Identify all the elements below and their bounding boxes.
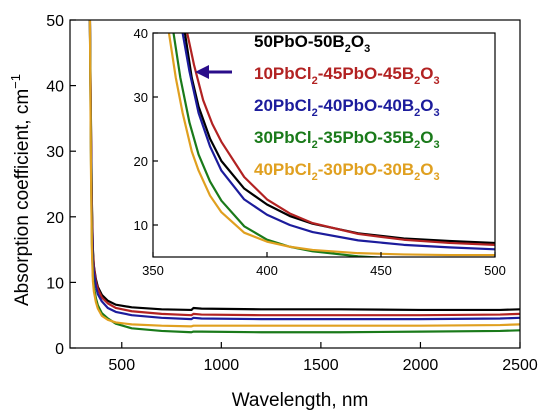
main-y-tick-label: 30 xyxy=(46,144,64,161)
main-plot-frame xyxy=(69,19,521,349)
inset-y-tick-label: 30 xyxy=(134,90,148,105)
main-x-tick-label: 2500 xyxy=(502,357,538,374)
x-axis-title: Wavelength, nm xyxy=(232,390,369,411)
inset-series-line-1 xyxy=(183,33,495,245)
inset-plot-area: 350 400 450 500 10 20 30 40 xyxy=(134,26,506,278)
main-x-tick-label: 2000 xyxy=(403,357,439,374)
inset-series-line-2 xyxy=(186,33,495,246)
legend-entry-3: 20PbCl2-40PbO-40B2O3 xyxy=(254,96,440,119)
legend-entry-5: 40PbCl2-30PbO-30B2O3 xyxy=(254,160,440,183)
main-series-lines xyxy=(88,20,520,334)
legend-entry-1: 50PbO-50B2O3 xyxy=(254,32,370,55)
inset-x-tick-label: 400 xyxy=(256,263,278,278)
inset-x-tick-label: 350 xyxy=(142,263,164,278)
legend-arrow xyxy=(195,65,232,79)
main-plot-area: 500 1000 1500 2000 2500 0 10 20 30 40 50 xyxy=(46,13,538,374)
legend-entry-2: 10PbCl2-45PbO-45B2O3 xyxy=(254,64,440,87)
main-y-tick-label: 50 xyxy=(46,13,64,30)
main-series-line-5 xyxy=(88,20,520,328)
y-axis-title: Absorption coefficient, cm−1 xyxy=(8,74,33,306)
main-x-tick-label: 1500 xyxy=(303,357,339,374)
y-axis-title-unit-exponent: −1 xyxy=(8,74,23,89)
inset-series-lines xyxy=(167,33,495,257)
inset-y-tick-label: 20 xyxy=(134,154,148,169)
legend: 50PbO-50B2O3 10PbCl2-45PbO-45B2O3 20PbCl2-… xyxy=(254,32,440,183)
inset-x-tick-label: 500 xyxy=(484,263,506,278)
arrow-head-icon xyxy=(195,65,209,79)
inset-series-line-5 xyxy=(167,33,495,257)
inset-plot-frame xyxy=(152,32,496,258)
inset-x-tick-label: 450 xyxy=(370,263,392,278)
inset-series-line-4 xyxy=(172,33,390,257)
main-y-tick-label: 20 xyxy=(46,210,64,227)
y-axis-title-text: Absorption coefficient, cm xyxy=(12,89,33,306)
svg-text:Absorption coefficient, cm−1: Absorption coefficient, cm−1 xyxy=(8,74,33,306)
main-x-tick-label: 1000 xyxy=(204,357,240,374)
legend-entry-4: 30PbCl2-35PbO-35B2O3 xyxy=(254,128,440,151)
inset-series-line-3 xyxy=(181,33,495,251)
main-y-tick-label: 0 xyxy=(55,341,64,358)
main-x-tick-label: 500 xyxy=(108,357,135,374)
inset-y-tick-label: 40 xyxy=(134,26,148,41)
main-y-tick-label: 40 xyxy=(46,79,64,96)
main-y-tick-label: 10 xyxy=(46,275,64,292)
inset-y-tick-label: 10 xyxy=(134,218,148,233)
